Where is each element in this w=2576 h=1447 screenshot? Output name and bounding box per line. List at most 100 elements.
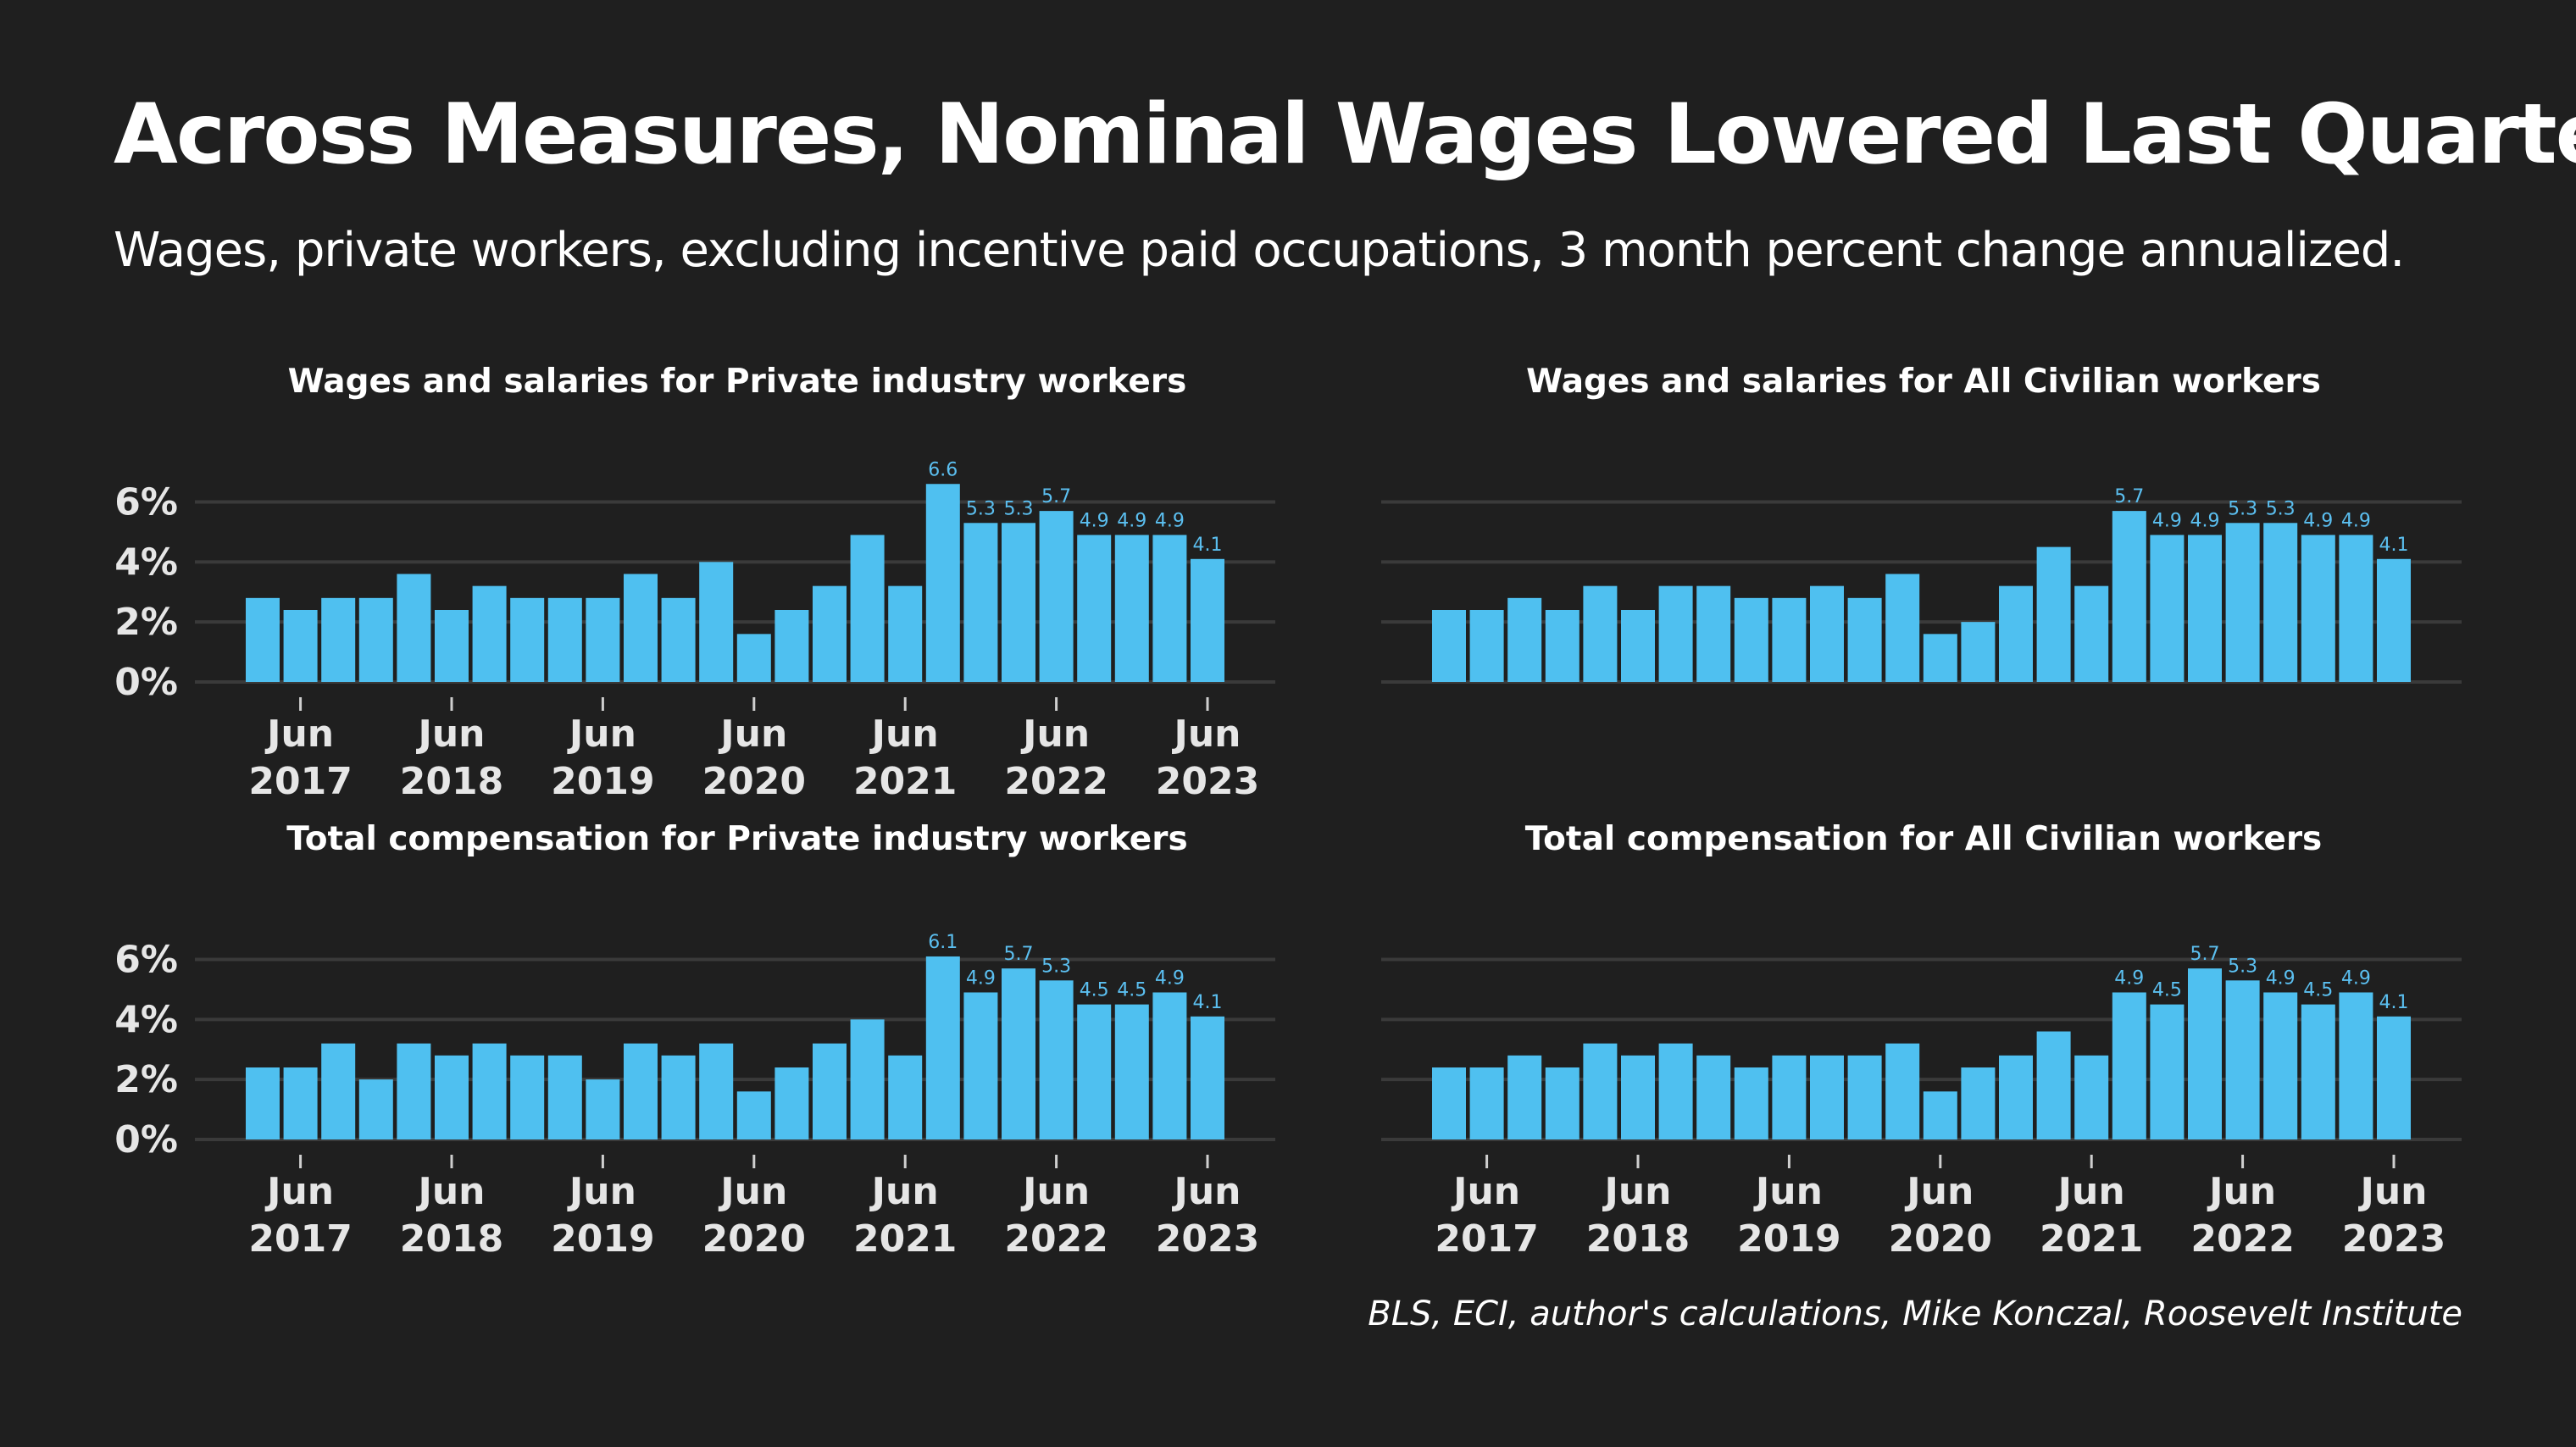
x-tick-year: 2019 — [1737, 1217, 1840, 1261]
data-label: 5.7 — [2190, 944, 2220, 965]
x-tick-year: 2018 — [400, 1217, 503, 1261]
bar — [1152, 992, 1187, 1139]
x-tick-month: Jun — [2357, 1170, 2427, 1213]
x-tick-month: Jun — [718, 1170, 787, 1213]
bar — [736, 634, 771, 682]
data-label: 4.1 — [2379, 535, 2409, 556]
data-label: 4.1 — [1193, 992, 1223, 1013]
bar — [435, 1055, 469, 1139]
bar — [925, 484, 960, 682]
bar — [435, 610, 469, 682]
x-tick-year: 2018 — [400, 760, 503, 803]
x-tick-year: 2023 — [1156, 760, 1259, 803]
bar — [321, 597, 356, 682]
bar — [661, 597, 696, 682]
data-label: 4.9 — [2341, 967, 2371, 989]
page-title: Across Measures, Nominal Wages Lowered L… — [114, 86, 2576, 183]
x-tick-month: Jun — [2056, 1170, 2125, 1213]
bar — [246, 597, 280, 682]
bar — [547, 1055, 582, 1139]
bar — [1885, 574, 1920, 682]
bar — [1039, 511, 1074, 682]
chart-panel-wages-private: Wages and salaries for Private industry … — [51, 356, 1322, 803]
bar — [1961, 622, 1996, 682]
bar — [925, 956, 960, 1139]
x-tick-month: Jun — [869, 1170, 939, 1213]
data-label: 4.9 — [2341, 510, 2371, 531]
x-tick-month: Jun — [718, 712, 787, 756]
x-tick-month: Jun — [567, 1170, 636, 1213]
bar — [2112, 992, 2146, 1139]
bar — [1114, 535, 1149, 682]
bar — [1545, 1067, 1579, 1139]
bar — [510, 597, 545, 682]
bar — [888, 585, 923, 682]
bar — [736, 1091, 771, 1139]
bar — [2150, 535, 2185, 682]
data-label: 4.9 — [2303, 510, 2333, 531]
x-tick-year: 2017 — [248, 1217, 352, 1261]
data-label: 5.3 — [966, 498, 996, 519]
data-label: 4.9 — [1155, 510, 1185, 531]
bar — [397, 574, 431, 682]
data-label: 4.9 — [2190, 510, 2220, 531]
data-label: 5.3 — [1004, 498, 1034, 519]
x-tick-year: 2023 — [1156, 1217, 1259, 1261]
bar — [547, 597, 582, 682]
bar — [850, 535, 885, 682]
bar — [2377, 1016, 2411, 1139]
bar — [358, 1079, 393, 1139]
bar — [472, 1043, 507, 1139]
x-tick-month: Jun — [1171, 1170, 1241, 1213]
chart-panel-comp-private: Total compensation for Private industry … — [51, 813, 1322, 1261]
bar — [1077, 535, 1112, 682]
data-label: 4.5 — [2303, 980, 2333, 1001]
bar — [850, 1019, 885, 1139]
data-label: 4.9 — [1155, 967, 1185, 989]
x-tick-year: 2018 — [1586, 1217, 1690, 1261]
bar — [1583, 585, 1618, 682]
bar — [1621, 1055, 1655, 1139]
bar — [2339, 992, 2373, 1139]
bar — [2301, 1004, 2335, 1139]
bar — [358, 597, 393, 682]
data-label: 4.9 — [1117, 510, 1146, 531]
bar — [1621, 610, 1655, 682]
data-label: 5.7 — [1004, 944, 1034, 965]
bar — [661, 1055, 696, 1139]
bar — [510, 1055, 545, 1139]
y-tick-label: 6% — [114, 481, 178, 524]
y-tick-label: 2% — [114, 601, 178, 644]
data-label: 4.9 — [2114, 967, 2144, 989]
bar — [699, 562, 734, 682]
page-subtitle: Wages, private workers, excluding incent… — [114, 223, 2405, 278]
x-tick-month: Jun — [415, 1170, 485, 1213]
bar — [1923, 1091, 1957, 1139]
data-label: 5.7 — [1041, 486, 1071, 507]
x-tick-year: 2019 — [551, 1217, 654, 1261]
bar — [1923, 634, 1957, 682]
bar — [1191, 558, 1224, 682]
bar — [1772, 597, 1807, 682]
bar — [1999, 1055, 2033, 1139]
bar — [321, 1043, 356, 1139]
bar — [888, 1055, 923, 1139]
source-note: BLS, ECI, author's calculations, Mike Ko… — [1368, 1295, 2462, 1333]
data-label: 4.9 — [1080, 510, 1109, 531]
x-tick-month: Jun — [415, 712, 485, 756]
x-tick-month: Jun — [1020, 712, 1090, 756]
bar — [624, 1043, 658, 1139]
data-label: 4.9 — [966, 967, 996, 989]
bar — [1507, 1055, 1542, 1139]
bar — [397, 1043, 431, 1139]
chart-svg: Wages and salaries for Private industry … — [114, 363, 1275, 803]
x-tick-year: 2022 — [1004, 760, 1108, 803]
bar — [2150, 1004, 2185, 1139]
chart-svg: Wages and salaries for All Civilian work… — [1381, 363, 2462, 684]
bar — [2074, 1055, 2109, 1139]
data-label: 5.7 — [2114, 486, 2144, 507]
bar — [1658, 585, 1693, 682]
chart-panel-comp-civilian: Total compensation for All Civilian work… — [1237, 813, 2508, 1261]
data-label: 4.1 — [1193, 535, 1223, 556]
bar — [1847, 1055, 1882, 1139]
